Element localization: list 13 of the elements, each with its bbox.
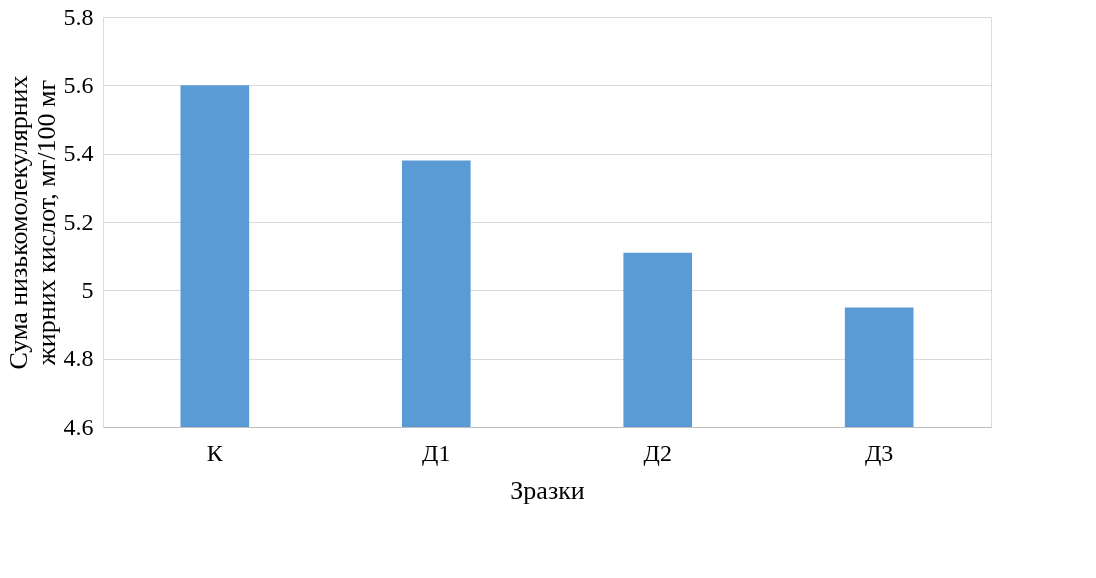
y-axis-title: Сума низькомолекулярних жирних кислот, мг/100 мг (3, 75, 61, 370)
y-tick-label: 5 (81, 276, 94, 303)
x-axis-title: Зразки (510, 475, 585, 505)
y-tick-label: 5.6 (63, 71, 94, 98)
x-tick-label: Д1 (422, 439, 451, 466)
y-tick-label: 4.8 (63, 345, 94, 372)
x-tick-label: Д2 (643, 439, 672, 466)
y-tick-label: 5.2 (63, 208, 94, 235)
y-tick-label: 5.4 (63, 140, 94, 167)
y-tick-label: 4.6 (63, 413, 94, 440)
y-tick-label: 5.8 (63, 3, 94, 30)
x-tick-label: Д3 (864, 439, 894, 466)
x-tick-label: К (206, 439, 224, 466)
